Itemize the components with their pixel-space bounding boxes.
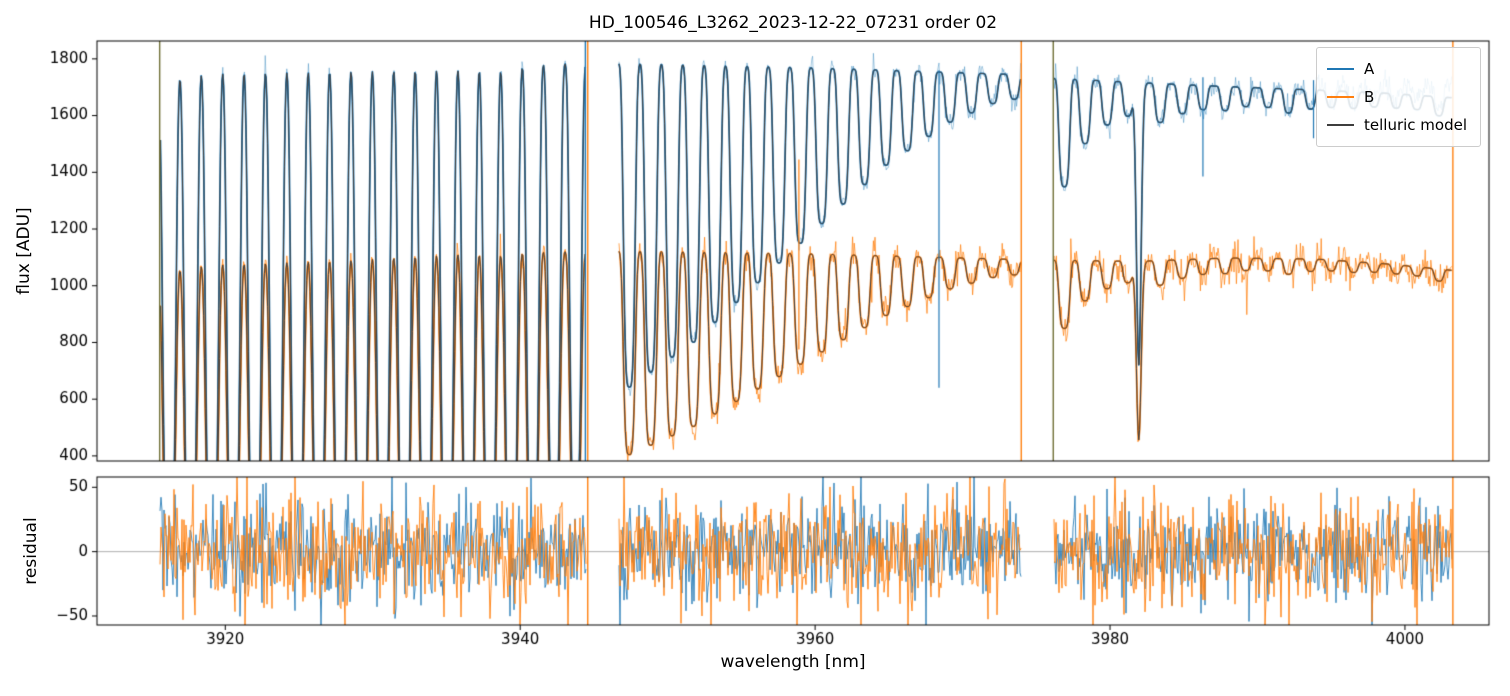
legend-line-swatch [1327, 68, 1354, 70]
legend-item-a: A [1327, 55, 1470, 83]
legend-label: A [1364, 60, 1375, 78]
legend-label: telluric model [1364, 116, 1468, 134]
legend-line-swatch [1327, 96, 1354, 98]
legend-item-telluric-model: telluric model [1327, 111, 1470, 139]
chart-title: HD_100546_L3262_2023-12-22_07231 order 0… [588, 13, 998, 33]
residual-axis-label: residual [21, 517, 41, 585]
wavelength-axis-label: wavelength [nm] [720, 652, 866, 672]
legend-label: B [1364, 88, 1375, 106]
flux-axis-label: flux [ADU] [14, 207, 34, 295]
legend-item-b: B [1327, 83, 1470, 111]
legend-line-swatch [1327, 124, 1354, 126]
